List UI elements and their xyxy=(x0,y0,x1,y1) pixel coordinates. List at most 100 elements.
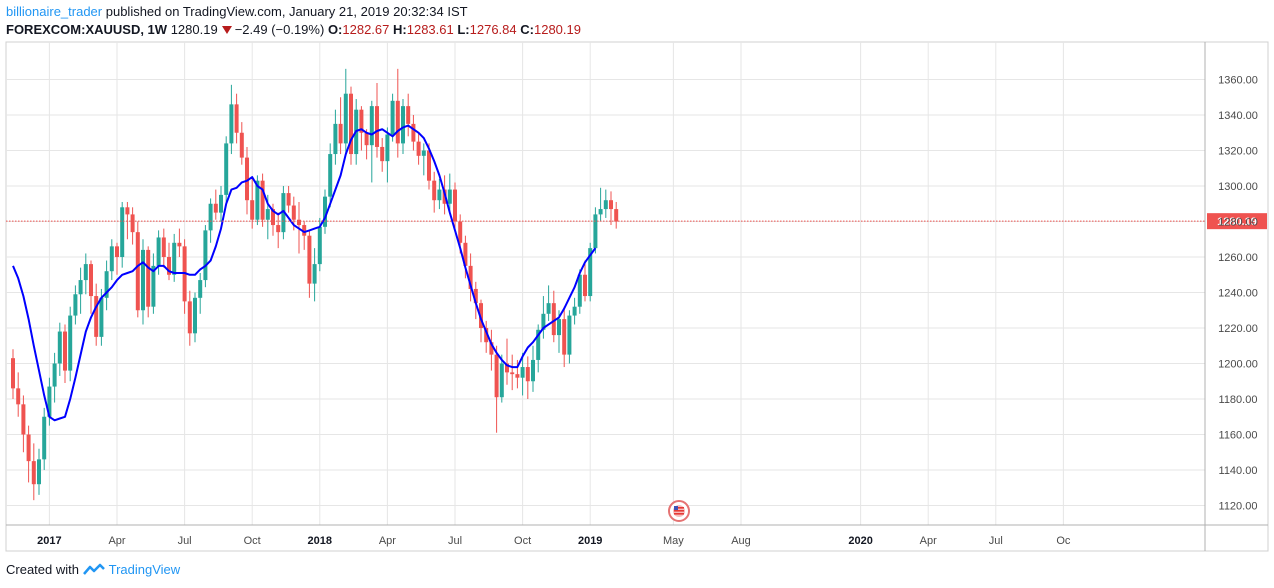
candle-down xyxy=(614,201,619,229)
candle-body xyxy=(458,221,463,243)
candle-down xyxy=(135,221,140,318)
candle-down xyxy=(89,260,93,314)
candle-body xyxy=(375,106,379,147)
candle-body xyxy=(21,404,26,435)
candle-body xyxy=(208,203,213,231)
candle-down xyxy=(260,173,265,227)
author-link[interactable]: billionaire_trader xyxy=(6,4,103,19)
candle-up xyxy=(172,233,177,282)
candle-up xyxy=(369,100,374,183)
candle-down xyxy=(406,93,411,137)
candle-body xyxy=(271,209,275,226)
candle-body xyxy=(177,242,182,247)
candle-body xyxy=(26,434,31,462)
candle-body xyxy=(89,264,93,297)
footer: Created with TradingView xyxy=(6,562,180,577)
candle-down xyxy=(239,122,244,165)
candle-body xyxy=(203,230,208,281)
candle-down xyxy=(182,239,187,314)
candle-body xyxy=(260,180,265,220)
candle-body xyxy=(297,219,301,226)
candle-down xyxy=(494,345,499,433)
price-chart[interactable]: 1280.19 1120.00 1140.00 1160.00 1180.00 1200… xyxy=(0,0,1274,560)
candle-body xyxy=(224,143,229,195)
candle-down xyxy=(250,177,255,229)
price-axis[interactable]: 1120.00 1140.00 1160.00 1180.00 1200.00 1220.… xyxy=(1218,75,1258,513)
candle-body xyxy=(588,248,593,297)
time-axis[interactable]: 2017 Apr Jul Oct 2018 Apr Jul Oct 2019 May Aug 2020… xyxy=(37,535,1071,547)
candle-up xyxy=(78,267,83,314)
candle-body xyxy=(562,319,567,355)
candle-body xyxy=(11,358,15,389)
candle-up xyxy=(141,239,145,325)
candle-up xyxy=(333,109,338,165)
candle-down xyxy=(484,320,489,353)
candle-body xyxy=(328,154,333,197)
candle-body xyxy=(213,203,218,213)
candle-body xyxy=(109,246,114,272)
candle-body xyxy=(135,232,140,311)
candle-up xyxy=(57,322,62,376)
candle-body xyxy=(395,100,400,144)
candle-body xyxy=(359,109,364,133)
candle-body xyxy=(421,150,426,156)
candle-up xyxy=(68,306,73,382)
chart-frame xyxy=(5,41,1269,552)
tradingview-link[interactable]: TradingView xyxy=(108,562,181,577)
candle-body xyxy=(468,265,473,289)
candle-body xyxy=(167,257,171,275)
candle-body xyxy=(307,235,312,284)
candle-body xyxy=(239,132,244,158)
candle-body xyxy=(453,189,457,222)
candle-body xyxy=(390,100,395,135)
last-price: 1280.19 xyxy=(170,22,218,37)
symbol-label[interactable]: FOREXCOM:XAUUSD, 1W xyxy=(6,22,168,37)
published-text: published on TradingView.com, January 21… xyxy=(102,4,468,19)
tradingview-logo-icon xyxy=(82,563,105,575)
y-tick-label: 1300.00 xyxy=(1218,181,1258,193)
candle-body xyxy=(63,331,67,371)
x-tick-label: Apr xyxy=(379,535,396,547)
candle-body xyxy=(505,363,509,373)
candle-body xyxy=(593,214,598,249)
candle-down xyxy=(26,425,31,483)
candle-body xyxy=(583,274,587,297)
candle-down xyxy=(125,201,130,240)
candle-body xyxy=(250,200,255,220)
low-label: L: xyxy=(457,22,470,37)
candle-body xyxy=(427,150,431,181)
candle-body xyxy=(531,359,535,382)
candle-up xyxy=(281,186,286,240)
candle-body xyxy=(349,93,353,155)
candle-up xyxy=(312,248,317,302)
candle-body xyxy=(219,194,223,213)
candle-body xyxy=(78,280,83,295)
candle-up xyxy=(437,178,442,210)
candle-body xyxy=(479,303,483,328)
low-value: 1276.84 xyxy=(469,22,517,37)
candle-up xyxy=(499,354,504,403)
candle-body xyxy=(401,106,405,144)
candle-body xyxy=(198,280,203,298)
candle-down xyxy=(167,242,171,281)
event-flag-icon[interactable] xyxy=(668,500,690,522)
candle-body xyxy=(364,132,369,146)
candle-body xyxy=(515,374,520,378)
candle-body xyxy=(577,274,582,307)
candle-up xyxy=(572,297,577,325)
candle-down xyxy=(463,235,468,279)
candle-down xyxy=(380,138,385,172)
x-tick-label: 2020 xyxy=(848,535,872,547)
candle-body xyxy=(286,193,291,206)
x-tick-label: 2018 xyxy=(308,535,332,547)
candle-up xyxy=(603,189,608,218)
candle-down xyxy=(562,306,567,368)
candle-body xyxy=(83,264,88,281)
candle-up xyxy=(73,285,78,325)
candle-up xyxy=(151,253,156,314)
candle-down xyxy=(276,212,281,249)
candle-up xyxy=(156,230,161,275)
candle-body xyxy=(609,200,613,210)
candle-body xyxy=(369,106,374,146)
candle-body xyxy=(317,226,322,265)
